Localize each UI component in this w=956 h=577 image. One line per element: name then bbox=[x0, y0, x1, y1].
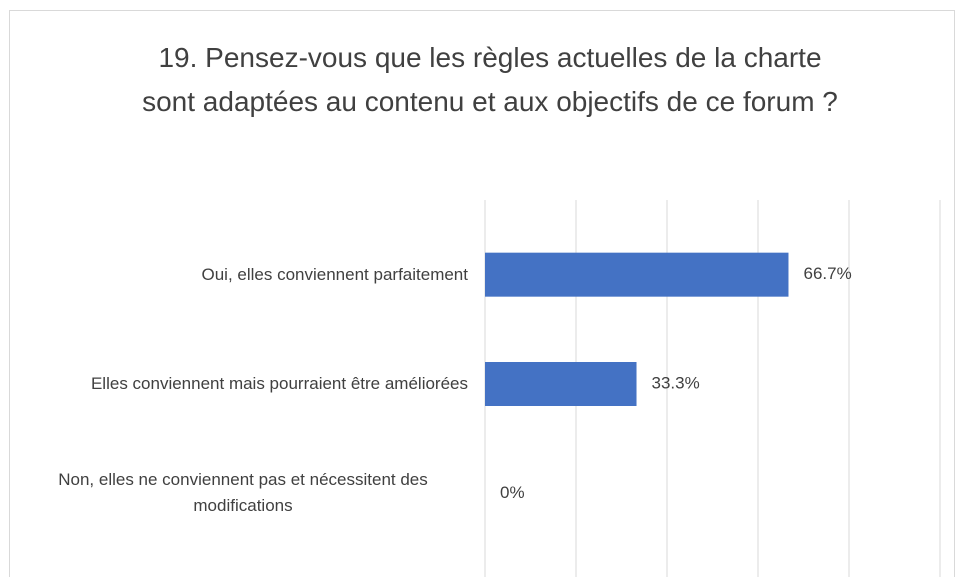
category-label: Non, elles ne conviennent pas et nécessi… bbox=[58, 470, 428, 516]
category-label: Elles conviennent mais pourraient être a… bbox=[90, 374, 468, 393]
value-label: 66.7% bbox=[803, 264, 851, 283]
category-label: Oui, elles conviennent parfaitement bbox=[201, 264, 469, 284]
value-label: 33.3% bbox=[652, 373, 700, 392]
bar bbox=[485, 252, 789, 297]
chart-frame bbox=[9, 10, 955, 577]
chart-title: 19. Pensez-vous que les règles actuelles… bbox=[142, 42, 838, 117]
bar bbox=[485, 362, 637, 406]
value-label: 0% bbox=[500, 483, 525, 502]
